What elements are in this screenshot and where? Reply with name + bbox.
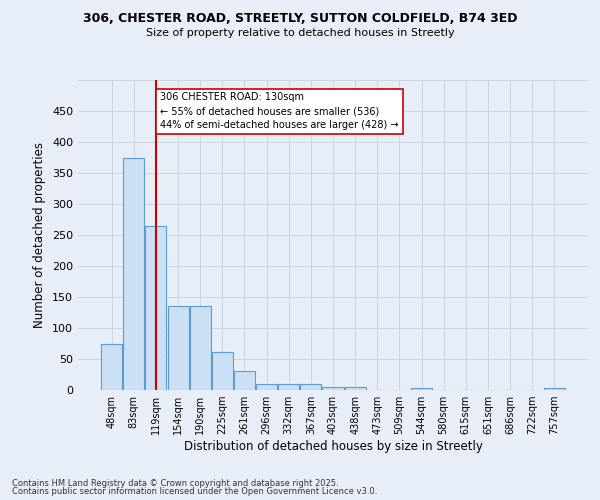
Bar xyxy=(322,387,344,390)
Bar xyxy=(411,388,432,390)
Text: 306, CHESTER ROAD, STREETLY, SUTTON COLDFIELD, B74 3ED: 306, CHESTER ROAD, STREETLY, SUTTON COLD… xyxy=(83,12,517,26)
Bar xyxy=(256,384,277,390)
Y-axis label: Number of detached properties: Number of detached properties xyxy=(34,142,46,328)
Bar xyxy=(544,388,565,390)
Text: Contains public sector information licensed under the Open Government Licence v3: Contains public sector information licen… xyxy=(12,487,377,496)
Bar xyxy=(212,352,233,390)
Bar xyxy=(234,372,255,390)
Bar xyxy=(278,384,299,390)
Text: Size of property relative to detached houses in Streetly: Size of property relative to detached ho… xyxy=(146,28,454,38)
Bar xyxy=(167,306,188,390)
Bar xyxy=(344,387,365,390)
Text: Contains HM Land Registry data © Crown copyright and database right 2025.: Contains HM Land Registry data © Crown c… xyxy=(12,478,338,488)
Bar xyxy=(301,384,322,390)
X-axis label: Distribution of detached houses by size in Streetly: Distribution of detached houses by size … xyxy=(184,440,482,453)
Bar xyxy=(124,158,145,390)
Bar xyxy=(190,306,211,390)
Bar xyxy=(145,226,166,390)
Bar xyxy=(101,344,122,390)
Text: 306 CHESTER ROAD: 130sqm
← 55% of detached houses are smaller (536)
44% of semi-: 306 CHESTER ROAD: 130sqm ← 55% of detach… xyxy=(160,92,399,130)
